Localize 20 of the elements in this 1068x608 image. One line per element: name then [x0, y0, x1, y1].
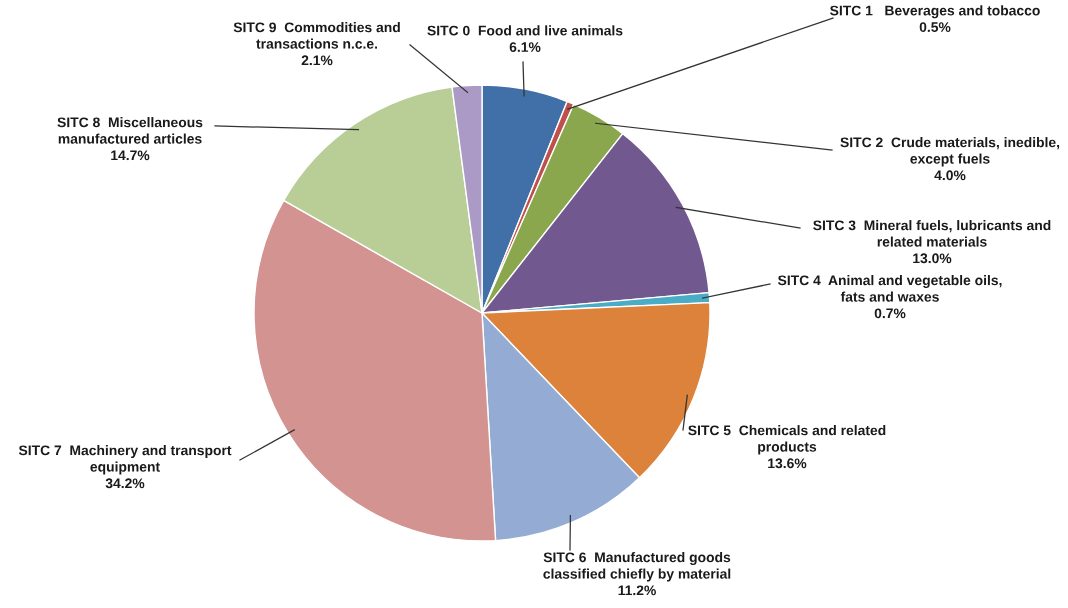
data-label: 14.7% — [111, 150, 150, 161]
data-label: 13.6% — [768, 458, 807, 469]
slice-label: SITC 1 Beverages and tobacco — [830, 5, 1040, 19]
data-label: 0.5% — [919, 22, 951, 32]
slice-label: SITC 7 Machinery and transport equipment — [18, 445, 232, 475]
slice-label: SITC 3 Mineral fuels, lubricants and related materials — [813, 220, 1051, 247]
slice-label: SITC 9 Commodities and transactions n.c.e. — [233, 22, 400, 49]
data-label: 0.7% — [874, 308, 906, 319]
data-label: 4.0% — [934, 170, 966, 181]
slice-label: SITC 5 Chemicals and related products — [688, 425, 886, 455]
data-label: 34.2% — [105, 478, 145, 489]
slice-label: SITC 6 Manufactured goods classified chiefly by material — [543, 552, 731, 582]
slice-label: SITC 2 Crude materials, inedible, except fuels — [840, 137, 1060, 167]
slice-label: SITC 8 Miscellaneous manufactured articles — [57, 117, 203, 144]
data-label: 6.1% — [509, 42, 541, 52]
data-label: 11.2% — [618, 585, 656, 596]
slice-label: SITC 4 Animal and vegetable oils, fats and waxes — [777, 275, 1002, 302]
data-label: 13.0% — [913, 253, 952, 264]
slice-label: SITC 0 Food and live animals — [427, 25, 623, 36]
data-label: 2.1% — [301, 55, 333, 66]
